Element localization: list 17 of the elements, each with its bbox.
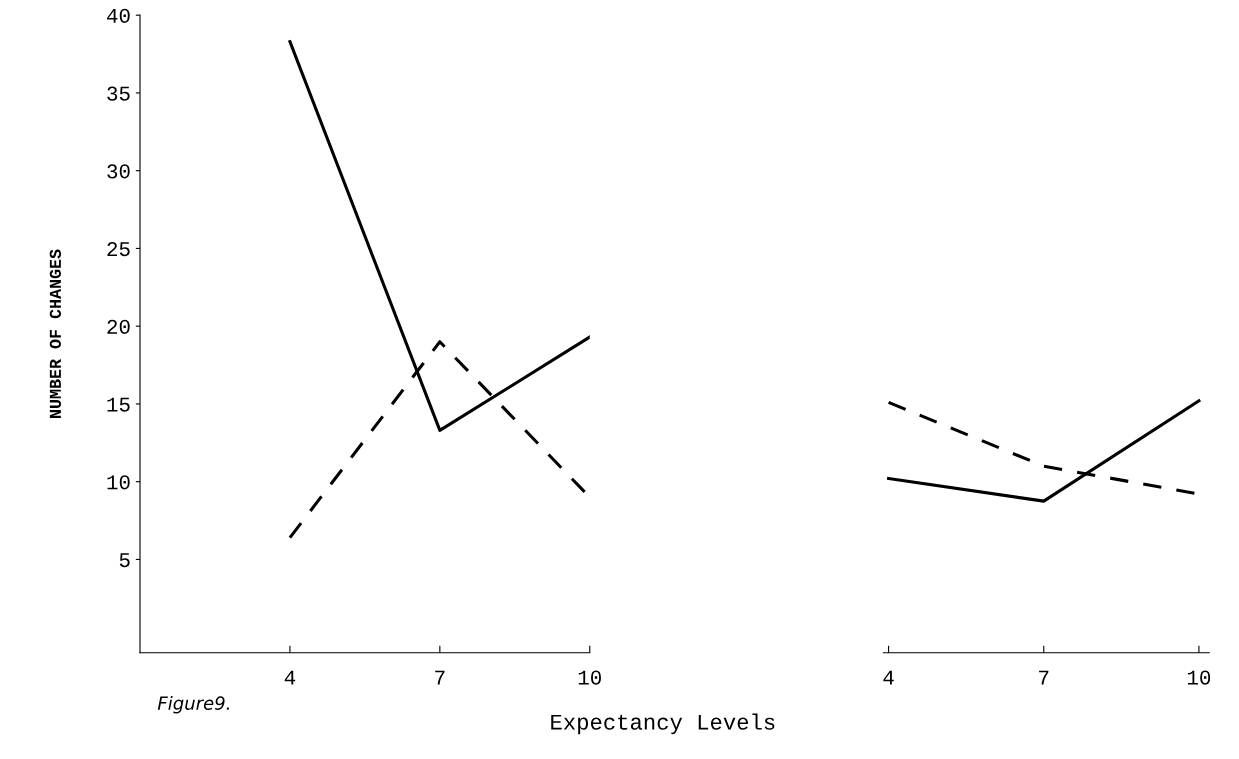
x-tick-label: 7 bbox=[435, 670, 445, 685]
x-tick-label: 4 bbox=[883, 670, 894, 685]
y-tick-label: 25 bbox=[107, 242, 130, 257]
y-tick-label: 20 bbox=[107, 319, 130, 334]
y-tick-label: 10 bbox=[107, 475, 130, 490]
x-axis-title: Expectancy Levels bbox=[551, 713, 775, 735]
y-tick-label: 15 bbox=[107, 397, 130, 412]
x-tick-label: 10 bbox=[578, 670, 601, 685]
x-tick-label: 4 bbox=[284, 670, 296, 685]
y-tick-label: 30 bbox=[107, 164, 130, 179]
y-tick-label: 5 bbox=[119, 553, 130, 568]
y-axis-title: NUMBER OF CHANGES bbox=[49, 249, 62, 418]
y-tick-label: 40 bbox=[107, 8, 130, 23]
y-tick-label: 35 bbox=[107, 86, 130, 101]
x-tick-label: 7 bbox=[1039, 670, 1049, 685]
caption: Figure9. bbox=[157, 695, 230, 714]
x-tick-label: 10 bbox=[1187, 670, 1211, 685]
